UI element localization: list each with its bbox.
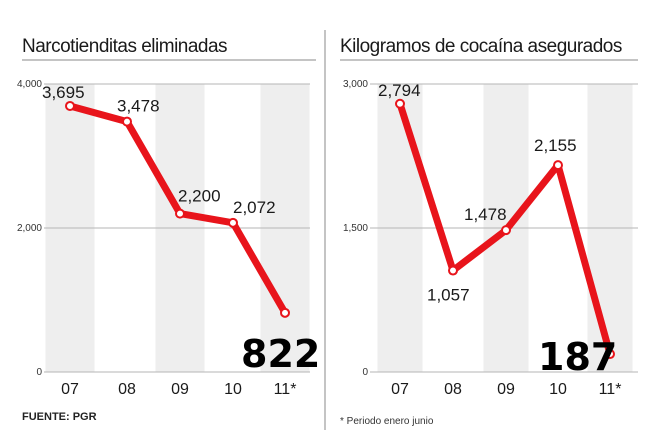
chart-title: Narcotienditas eliminadas [22, 36, 227, 57]
x-tick-label: 09 [497, 381, 515, 398]
data-label: 2,072 [233, 198, 276, 217]
data-label: 2,794 [378, 81, 421, 100]
footnote: * Periodo enero junio [340, 416, 434, 427]
y-tick-label: 3,000 [343, 79, 368, 90]
source-label: FUENTE: PGR [22, 411, 97, 423]
x-tick-label: 10 [549, 381, 567, 398]
data-point [501, 225, 511, 236]
panel-narcotienditas: Narcotienditas eliminadas 0 2,000 4,000 07 0… [17, 36, 320, 398]
data-point [395, 98, 405, 109]
data-label: 2,155 [534, 136, 577, 155]
data-point [553, 160, 563, 171]
panel-cocaina: Kilogramos de cocaína asegurados 0 1,500 3… [340, 36, 638, 398]
data-point [122, 116, 132, 127]
x-tick-label: 09 [171, 381, 189, 398]
highlight-value-label: 822 [241, 332, 320, 376]
y-tick-label: 0 [362, 367, 368, 378]
data-point [605, 349, 615, 360]
y-tick-label: 0 [36, 367, 42, 378]
data-label: 3,695 [42, 83, 85, 102]
x-tick-label: 11* [274, 381, 297, 398]
y-tick-label: 2,000 [17, 223, 42, 234]
data-point [228, 217, 238, 228]
y-tick-label: 1,500 [343, 223, 368, 234]
data-point [448, 265, 458, 276]
data-label: 1,057 [427, 286, 470, 305]
chart-title: Kilogramos de cocaína asegurados [340, 36, 622, 57]
data-label: 1,478 [464, 205, 507, 224]
data-point [175, 208, 185, 219]
x-tick-label: 07 [61, 381, 79, 398]
x-tick-label: 10 [224, 381, 242, 398]
data-point [280, 307, 290, 318]
x-tick-label: 11* [599, 381, 622, 398]
data-point [65, 100, 75, 111]
x-tick-label: 07 [391, 381, 409, 398]
y-tick-label: 4,000 [17, 79, 42, 90]
data-label: 3,478 [117, 97, 160, 116]
x-tick-label: 08 [444, 381, 462, 398]
x-tick-label: 08 [118, 381, 136, 398]
highlight-value-label: 187 [538, 335, 617, 379]
data-label: 2,200 [178, 187, 221, 206]
